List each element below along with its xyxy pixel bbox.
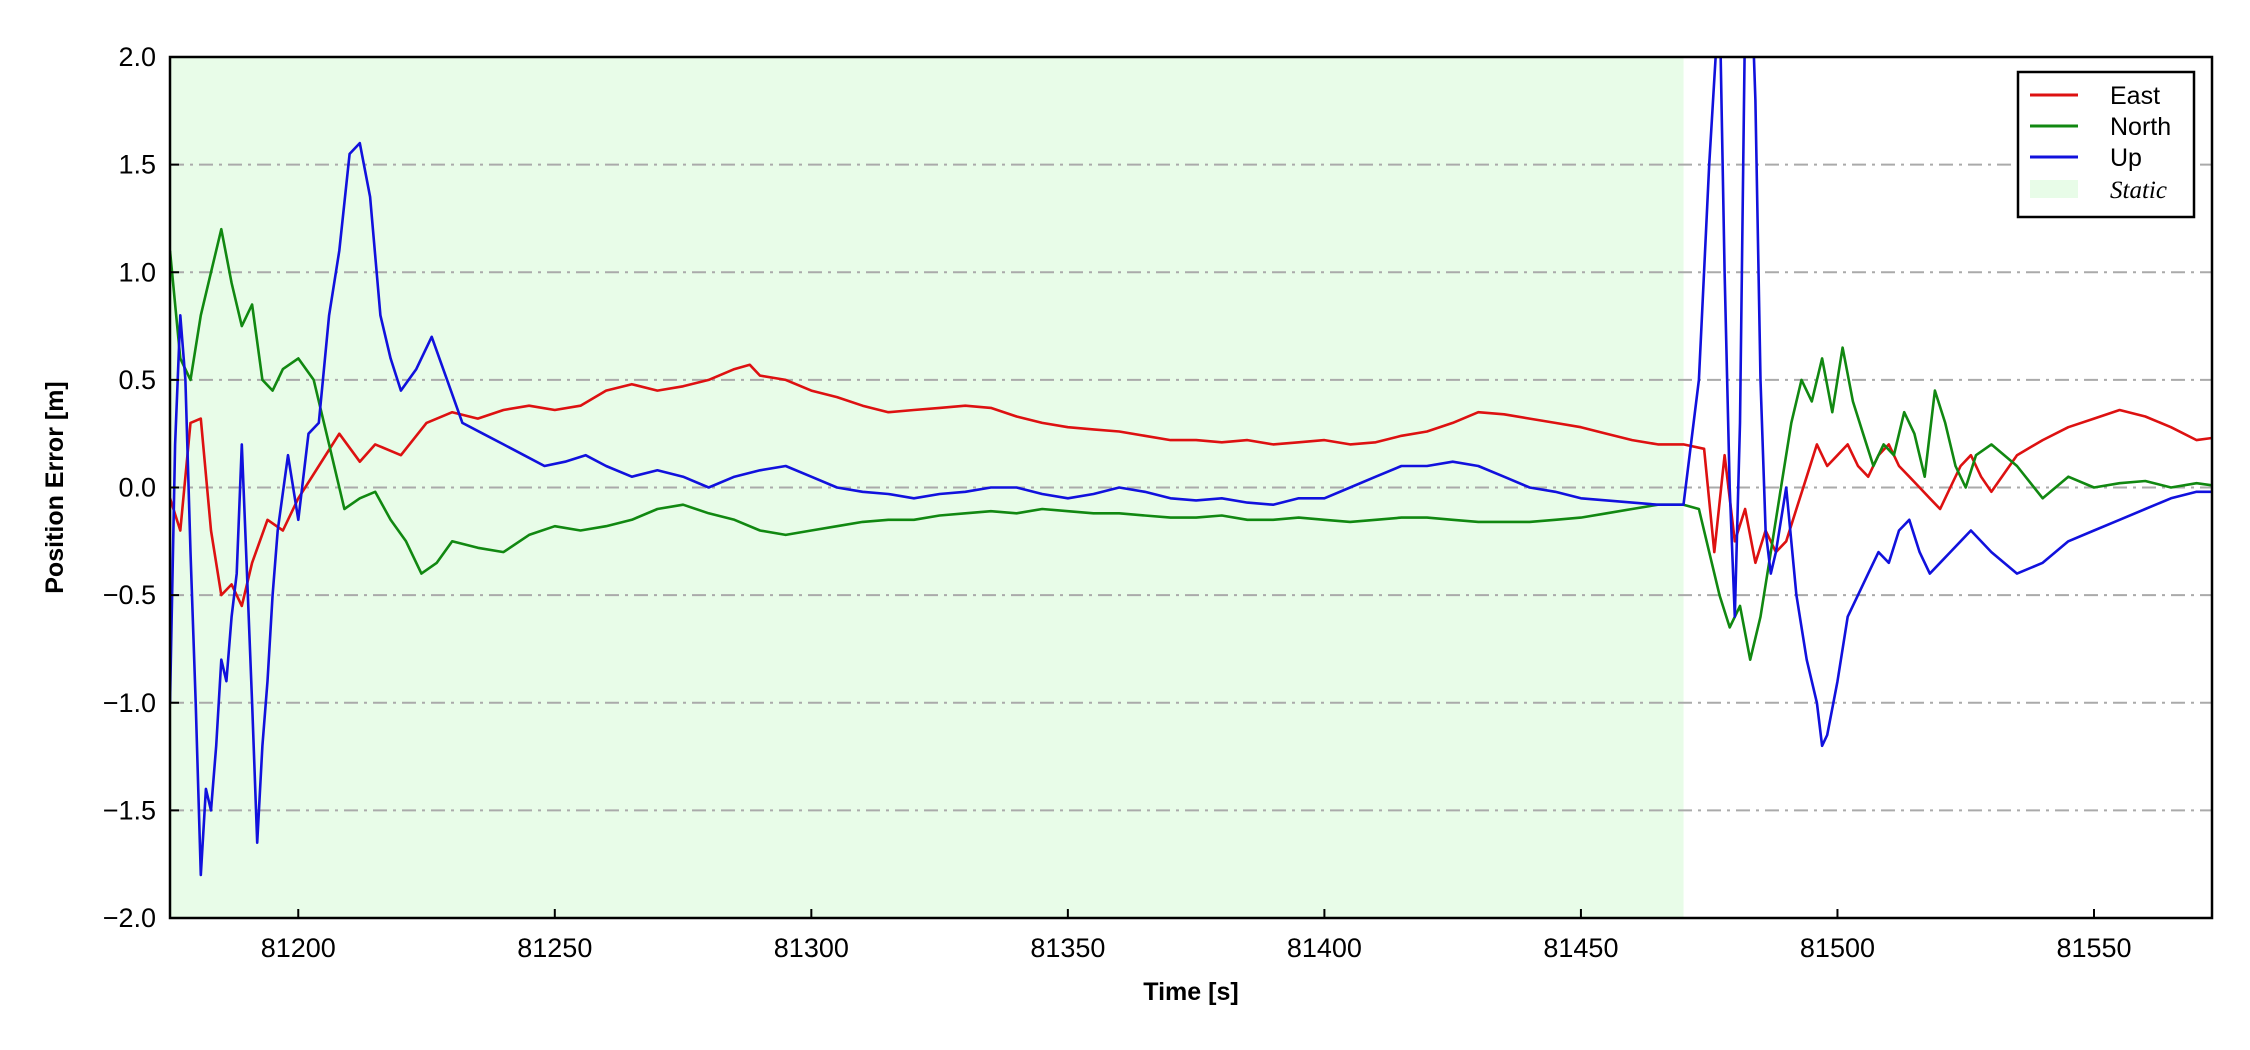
legend-label-static: Static — [2110, 177, 2167, 204]
x-tick-label: 81300 — [774, 933, 849, 963]
legend-label-north: North — [2110, 113, 2171, 141]
y-tick-label: 1.5 — [118, 150, 156, 180]
x-tick-label: 81350 — [1030, 933, 1105, 963]
series-line-east — [170, 363, 2212, 608]
y-tick-label: −0.5 — [103, 580, 156, 610]
y-tick-label: 0.0 — [118, 473, 156, 503]
x-tick-label: 81450 — [1543, 933, 1618, 963]
x-tick-label: 81200 — [261, 933, 336, 963]
plot-area — [168, 55, 2214, 920]
legend-swatch-static — [2030, 180, 2078, 198]
x-axis-label: Time [s] — [1143, 978, 1238, 1006]
series-line-up — [170, 57, 2212, 877]
y-tick-label: −2.0 — [103, 903, 156, 933]
legend-label-up: Up — [2110, 144, 2142, 172]
x-tick-label: 81550 — [2056, 933, 2131, 963]
y-tick-label: 0.5 — [118, 365, 156, 395]
y-tick-label: −1.0 — [103, 688, 156, 718]
y-axis-label: Position Error [m] — [41, 381, 69, 594]
x-tick-label: 81250 — [517, 933, 592, 963]
x-tick-label: 81400 — [1287, 933, 1362, 963]
y-axis-ticks: −2.0 −1.5 −1.0 −0.5 0.0 0.5 1.0 1.5 2.0 — [103, 42, 179, 933]
y-tick-label: 2.0 — [118, 42, 156, 72]
y-tick-label: −1.5 — [103, 795, 156, 825]
series-lines — [170, 57, 2212, 877]
legend: East North Up Static — [2016, 70, 2196, 219]
x-tick-label: 81500 — [1800, 933, 1875, 963]
legend-label-east: East — [2110, 82, 2160, 110]
grid-lines — [170, 163, 2212, 812]
y-tick-label: 1.0 — [118, 257, 156, 287]
x-axis-ticks: 81200 81250 81300 81350 81400 81450 81500 81550 — [261, 909, 2132, 963]
series-line-north — [170, 227, 2212, 662]
